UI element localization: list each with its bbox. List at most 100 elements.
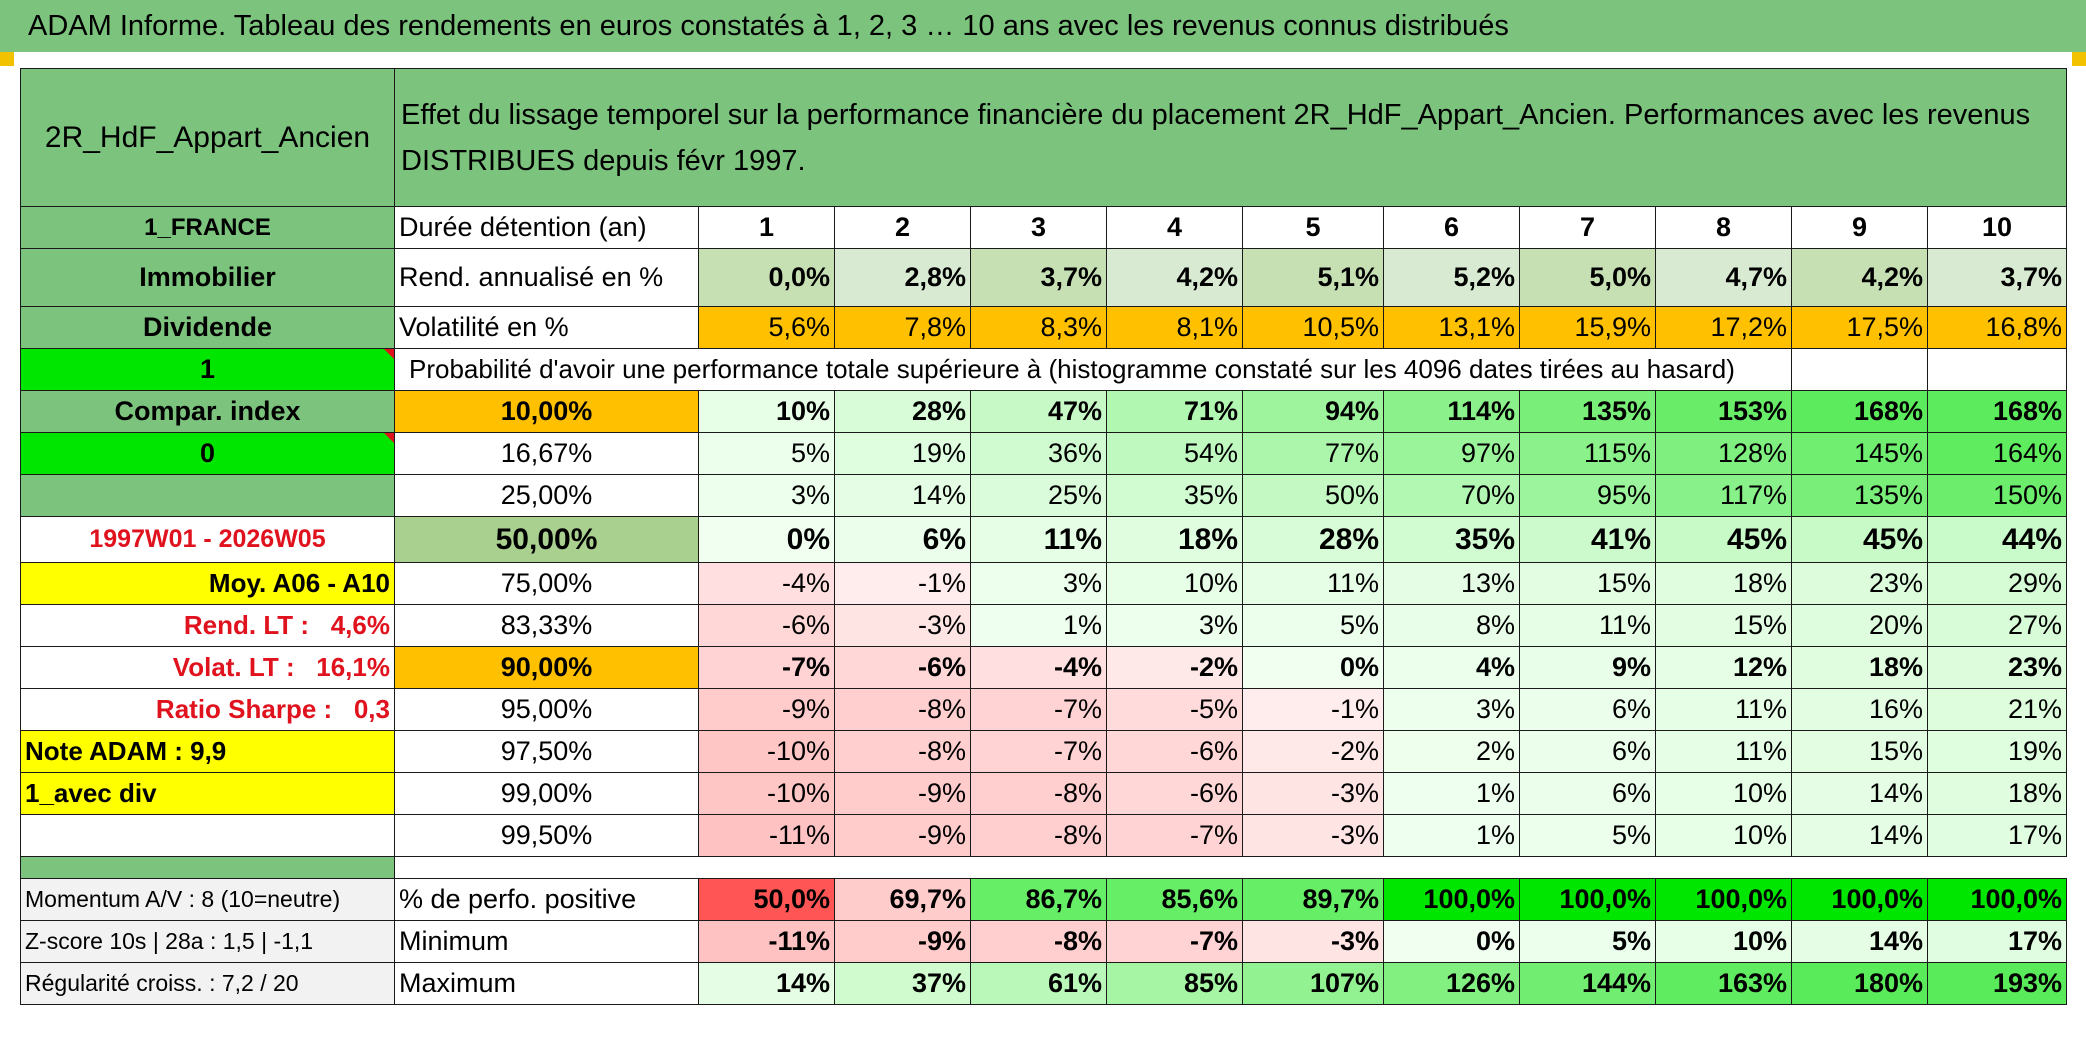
pos-value: 100,0% — [1655, 878, 1792, 921]
quantile-value: 11% — [1655, 730, 1792, 773]
quantile-value: 6% — [1519, 730, 1656, 773]
quantile-value: 12% — [1655, 646, 1792, 689]
fund-name: 2R_HdF_Appart_Ancien — [20, 68, 395, 207]
year-header: 4 — [1106, 206, 1243, 249]
year-header: 8 — [1655, 206, 1792, 249]
quantile-value: 18% — [1926, 772, 2068, 815]
quantile-value: -6% — [834, 646, 971, 689]
quantile-value: 20% — [1791, 604, 1928, 647]
rend-value: 2,8% — [834, 248, 971, 307]
quantile-value: -6% — [698, 604, 835, 647]
max-value: 37% — [834, 962, 971, 1005]
empty-green-cell — [20, 474, 395, 517]
quantile-value: 19% — [1926, 730, 2068, 773]
returns-table: 2R_HdF_Appart_Ancien Effet du lissage te… — [20, 68, 2068, 1005]
vol-value: 5,6% — [698, 306, 835, 349]
table-row: Dividende Volatilité en % 5,6% 7,8% 8,3% 8,1%… — [20, 306, 2068, 349]
quantile-value: 14% — [834, 474, 971, 517]
quantile-value: 16% — [1791, 688, 1928, 731]
empty-cell — [1791, 348, 1928, 391]
quantile-value: 0% — [698, 516, 835, 563]
quantile-value: -7% — [970, 730, 1107, 773]
quantile-label: 83,33% — [394, 604, 699, 647]
quantile-label: 50,00% — [394, 516, 699, 563]
min-value: 17% — [1926, 920, 2068, 963]
min-value: -3% — [1242, 920, 1384, 963]
quantile-value: 5% — [1519, 814, 1656, 857]
quantile-value: 13% — [1383, 562, 1520, 605]
table-row: 1 Probabilité d'avoir une performance tot… — [20, 348, 2068, 391]
min-value: -11% — [698, 920, 835, 963]
quantile-value: 10% — [698, 390, 835, 433]
quantile-value: 47% — [970, 390, 1107, 433]
vol-value: 8,3% — [970, 306, 1107, 349]
quantile-value: 41% — [1519, 516, 1656, 563]
quantile-value: -5% — [1106, 688, 1243, 731]
proba-label: Probabilité d'avoir une performance tota… — [394, 348, 1792, 391]
max-value: 61% — [970, 962, 1107, 1005]
max-value: 144% — [1519, 962, 1656, 1005]
quantile-value: -6% — [1106, 730, 1243, 773]
rend-value: 5,0% — [1519, 248, 1656, 307]
table-row: Momentum A/V : 8 (10=neutre)% de perfo. … — [20, 878, 2068, 921]
quantile-value: 8% — [1383, 604, 1520, 647]
min-value: -8% — [970, 920, 1107, 963]
year-header: 1 — [698, 206, 835, 249]
quantile-value: 23% — [1791, 562, 1928, 605]
quantile-value: 18% — [1655, 562, 1792, 605]
vol-label: Volatilité en % — [394, 306, 699, 349]
table-row: Compar. index 10,00% 10% 28% 47% 71% 94% 114% 13… — [20, 390, 2068, 433]
quantile-label: 25,00% — [394, 474, 699, 517]
quantile-value: 36% — [970, 432, 1107, 475]
quantile-value: 128% — [1655, 432, 1792, 475]
year-header: 7 — [1519, 206, 1656, 249]
year-header: 5 — [1242, 206, 1384, 249]
table-row: Note ADAM : 9,9 97,50% -10% -8% -7% -6% -2% 2% 6… — [20, 730, 2068, 773]
quantile-value: -6% — [1106, 772, 1243, 815]
table-row: Rend. LT : 4,6% 83,33% -6% -3% 1% 3% 5% 8% 11% 15… — [20, 604, 2068, 647]
min-value: 0% — [1383, 920, 1520, 963]
quantile-value: -8% — [834, 730, 971, 773]
empty-cell — [20, 814, 395, 857]
max-label: Maximum — [394, 962, 699, 1005]
quantile-value: 5% — [698, 432, 835, 475]
quantile-value: 1% — [1383, 814, 1520, 857]
quantile-value: -7% — [698, 646, 835, 689]
quantile-value: -3% — [1242, 814, 1384, 857]
quantile-value: -2% — [1106, 646, 1243, 689]
quantile-value: -1% — [834, 562, 971, 605]
table-row: 25,00% 3% 14% 25% 35% 50% 70% 95% 117% 135% 150% — [20, 474, 2068, 517]
quantile-value: 45% — [1791, 516, 1928, 563]
quantile-value: 153% — [1655, 390, 1792, 433]
vol-value: 8,1% — [1106, 306, 1243, 349]
vol-value: 10,5% — [1242, 306, 1384, 349]
quantile-value: 114% — [1383, 390, 1520, 433]
year-header: 9 — [1791, 206, 1928, 249]
report-title: ADAM Informe. Tableau des rendements en … — [0, 0, 2086, 52]
quantile-label: 97,50% — [394, 730, 699, 773]
quantile-value: 14% — [1791, 814, 1928, 857]
pos-value: 85,6% — [1106, 878, 1243, 921]
quantile-value: 28% — [834, 390, 971, 433]
pos-value: 100,0% — [1926, 878, 2068, 921]
quantile-value: 1% — [970, 604, 1107, 647]
quantile-value: -1% — [1242, 688, 1384, 731]
flag-zero: 0 — [20, 432, 395, 475]
table-row: Ratio Sharpe : 0,3 95,00% -9% -8% -7% -5% -1% 3… — [20, 688, 2068, 731]
rend-value: 0,0% — [698, 248, 835, 307]
pos-value: 86,7% — [970, 878, 1107, 921]
empty-cell — [1926, 348, 2068, 391]
min-value: 10% — [1655, 920, 1792, 963]
quantile-value: 164% — [1926, 432, 2068, 475]
pos-label: % de perfo. positive — [394, 878, 699, 921]
quantile-value: 0% — [1242, 646, 1384, 689]
max-value: 193% — [1926, 962, 2068, 1005]
quantile-value: 15% — [1519, 562, 1656, 605]
table-row: Volat. LT : 16,1% 90,00% -7% -6% -4% -2% 0% 4% 9… — [20, 646, 2068, 689]
income-label: Dividende — [20, 306, 395, 349]
rend-lt-label: Rend. LT : 4,6% — [20, 604, 395, 647]
rend-value: 4,2% — [1106, 248, 1243, 307]
rend-value: 3,7% — [1926, 248, 2068, 307]
max-value: 126% — [1383, 962, 1520, 1005]
min-value: 14% — [1791, 920, 1928, 963]
